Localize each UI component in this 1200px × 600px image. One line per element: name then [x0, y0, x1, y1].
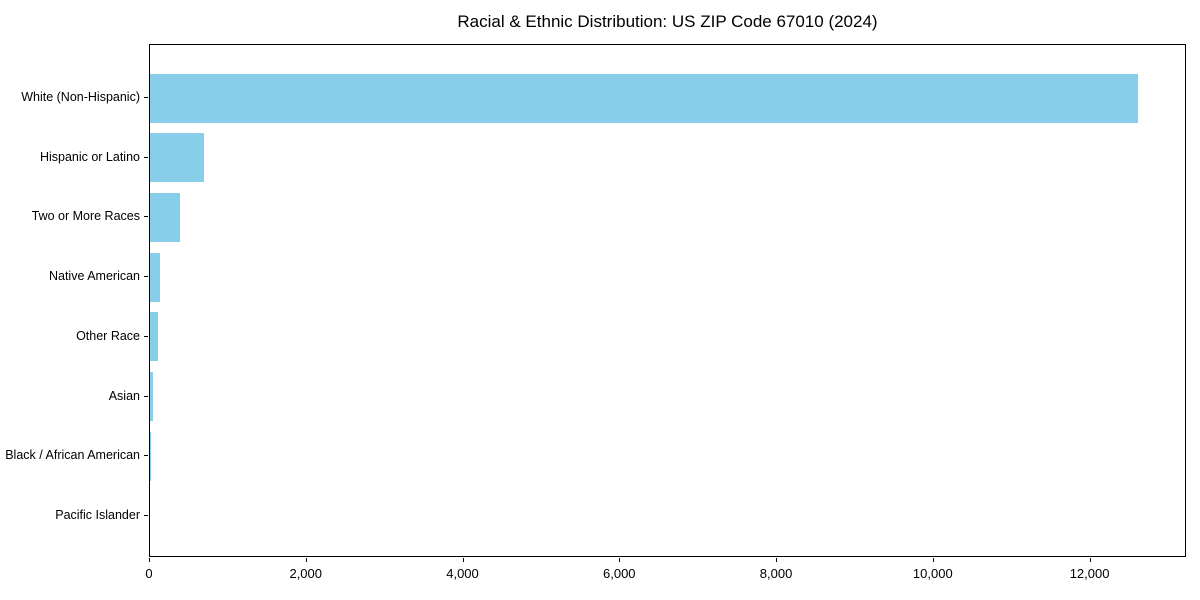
- x-tick-mark: [932, 558, 934, 562]
- y-tick-mark: [144, 97, 148, 98]
- y-tick-mark: [144, 335, 148, 337]
- y-tick-label-pacific-islander: Pacific Islander: [55, 507, 140, 522]
- x-tick-mark: [149, 558, 150, 562]
- bar-two-or-more-races: [150, 192, 180, 242]
- x-tick-label-0: 0: [145, 566, 153, 581]
- bar-native-american: [150, 252, 161, 302]
- chart-title: Racial & Ethnic Distribution: US ZIP Cod…: [457, 12, 878, 31]
- y-tick-mark: [144, 216, 148, 218]
- bar-other-race: [150, 312, 158, 362]
- x-tick-mark: [462, 558, 464, 562]
- y-tick-mark: [144, 514, 148, 516]
- y-tick-mark: [144, 455, 148, 457]
- y-tick-label-other-race: Other Race: [76, 328, 140, 343]
- bar-hispanic-or-latino: [150, 133, 205, 183]
- plot-area: [149, 44, 1186, 557]
- bar-white-non-hispanic: [150, 73, 1138, 123]
- x-tick-mark: [1089, 558, 1091, 562]
- y-tick-label-asian: Asian: [108, 388, 140, 403]
- bar-asian: [150, 372, 154, 421]
- y-tick-label-hispanic-or-latino: Hispanic or Latino: [39, 149, 140, 164]
- x-tick-mark: [776, 558, 778, 562]
- y-tick-label-black-african-american: Black / African American: [5, 448, 140, 463]
- x-tick-mark: [305, 558, 307, 562]
- y-tick-label-two-or-more-races: Two or More Races: [31, 209, 140, 224]
- x-tick-label-6000: 6,000: [603, 566, 636, 581]
- x-tick-label-10000: 10,000: [912, 566, 953, 581]
- x-tick-label-2000: 2,000: [289, 566, 323, 581]
- y-tick-mark: [144, 156, 148, 158]
- x-tick-mark: [619, 558, 621, 562]
- bar-black-african-american: [150, 431, 151, 481]
- y-tick-mark: [144, 276, 148, 278]
- y-tick-label-native-american: Native American: [48, 269, 140, 284]
- y-tick-label-white-non-hispanic: White (Non-Hispanic): [21, 90, 140, 104]
- x-tick-label-8000: 8,000: [759, 566, 793, 581]
- y-tick-mark: [144, 395, 148, 397]
- x-tick-label-4000: 4,000: [446, 566, 479, 581]
- x-tick-label-12000: 12,000: [1069, 566, 1110, 581]
